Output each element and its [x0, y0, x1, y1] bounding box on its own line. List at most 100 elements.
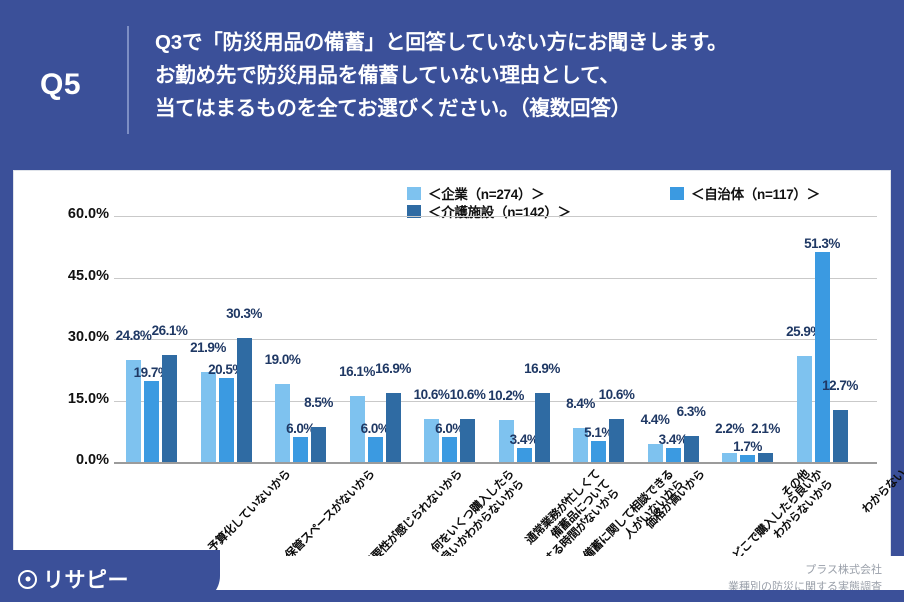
- bar[interactable]: [275, 384, 290, 462]
- bar-group: 19.0% 6.0% 8.5%: [265, 216, 333, 462]
- bar[interactable]: [424, 418, 439, 462]
- bar-value-label: 6.3%: [676, 404, 706, 420]
- bar[interactable]: [442, 437, 457, 462]
- bar[interactable]: [126, 360, 141, 462]
- gridline: [114, 216, 877, 217]
- bar-value-label: 16.9%: [524, 360, 560, 376]
- bar[interactable]: [722, 452, 737, 462]
- bar[interactable]: [796, 355, 812, 462]
- bar-value-label: 5.1%: [584, 425, 613, 441]
- bar-value-label: 21.9%: [190, 340, 226, 356]
- bar[interactable]: [311, 427, 326, 462]
- bar[interactable]: [498, 420, 514, 462]
- bar-value-label: 19.7%: [133, 365, 170, 381]
- x-axis-label: 保管スペースがないから: [283, 468, 378, 563]
- question-line: Q3で「防災用品の備蓄」と回答していない方にお聞きします。: [155, 31, 728, 54]
- bar[interactable]: [385, 392, 401, 462]
- bar-value-label: 2.1%: [751, 421, 780, 437]
- gridline: [114, 277, 877, 279]
- legend-swatch-icon: [407, 204, 421, 218]
- chart-legend: ＜企業（n=274）＞ ＜自治体（n=117）＞ ＜介護施設（n=142）＞: [14, 171, 892, 220]
- bar[interactable]: [573, 427, 588, 462]
- legend-item[interactable]: ＜自治体（n=117）＞: [670, 183, 820, 203]
- bar[interactable]: [609, 418, 624, 462]
- bar[interactable]: [460, 418, 475, 462]
- bar-value-label: 10.6%: [598, 386, 635, 402]
- bar-group: 24.8% 19.7% 26.1%: [116, 216, 188, 462]
- legend-swatch-icon: [670, 186, 684, 200]
- bar-value-label: 2.2%: [715, 420, 744, 436]
- bar-value-label: 12.7%: [822, 377, 858, 393]
- y-axis-tick-label: 60.0%: [67, 206, 109, 222]
- plot-area: 0.0% 15.0% 30.0% 45.0% 60.0% 24.8% 19.7% 26.1%…: [68, 206, 904, 602]
- gridline: [114, 339, 877, 340]
- bar-value-label: 16.1%: [339, 364, 375, 379]
- x-axis-label-line: わからない: [860, 468, 904, 516]
- legend-item[interactable]: ＜企業（n=274）＞: [407, 183, 545, 203]
- y-axis-tick-label: 45.0%: [67, 267, 109, 284]
- bar-group: 10.6% 6.0% 10.6%: [414, 216, 486, 462]
- bar-value-label: 10.6%: [413, 386, 450, 402]
- x-axis-label-line: 予算化していないから: [205, 468, 293, 555]
- x-axis-label-line: 保管スペースがないから: [283, 468, 378, 562]
- bar-value-label: 20.5%: [208, 361, 244, 377]
- bar[interactable]: [367, 437, 383, 462]
- y-axis-tick-label: 0.0%: [75, 452, 109, 468]
- bar[interactable]: [534, 392, 550, 462]
- bar[interactable]: [162, 355, 177, 462]
- legend-label: ＜企業（n=274）＞: [428, 187, 545, 202]
- question-line: お勤め先で防災用品を備蓄していない理由として、: [155, 64, 620, 87]
- bottom-band: [0, 590, 904, 602]
- chart-panel: ＜企業（n=274）＞ ＜自治体（n=117）＞ ＜介護施設（n=142）＞ 0.0…: [13, 170, 904, 582]
- bar[interactable]: [591, 441, 606, 462]
- bar-value-label: 4.4%: [640, 411, 670, 427]
- bar-group: 10.2% 3.4% 16.9%: [488, 216, 560, 462]
- bar[interactable]: [665, 448, 681, 462]
- bar-value-label: 8.5%: [304, 395, 333, 411]
- bar[interactable]: [144, 381, 159, 462]
- bar[interactable]: [293, 437, 308, 462]
- bar-value-label: 3.4%: [658, 432, 688, 448]
- question-line: 当てはまるものを全てお選びください。（複数回答）: [155, 97, 631, 120]
- bar[interactable]: [814, 251, 830, 462]
- x-axis-label: 予算化していないから: [206, 468, 294, 556]
- bar[interactable]: [758, 453, 773, 462]
- bar-value-label: 25.9%: [786, 323, 822, 339]
- bar-value-label: 6.0%: [435, 421, 464, 437]
- x-axis-line: [114, 462, 877, 464]
- header-divider: [127, 26, 129, 134]
- bar-value-label: 30.3%: [226, 305, 262, 321]
- bar[interactable]: [349, 396, 365, 462]
- bar-value-label: 8.4%: [566, 395, 595, 411]
- y-axis-tick-label: 15.0%: [67, 390, 109, 407]
- bar[interactable]: [647, 443, 663, 462]
- footer-company: プラス株式会社: [805, 564, 882, 576]
- bar-value-label: 10.2%: [488, 388, 524, 404]
- bar[interactable]: [740, 455, 755, 462]
- bar-group: 8.4% 5.1% 10.6%: [566, 216, 635, 462]
- y-axis-tick-label: 30.0%: [67, 329, 109, 345]
- legend-swatch-icon: [407, 186, 421, 200]
- bar-value-label: 51.3%: [804, 235, 840, 251]
- bar-value-label: 19.0%: [264, 352, 301, 368]
- bar-value-label: 16.9%: [375, 360, 411, 376]
- bar-group: 4.4% 3.4% 6.3%: [641, 216, 706, 462]
- slide-header: Q5 Q3で「防災用品の備蓄」と回答していない方にお聞きします。 お勤め先で防災用…: [0, 0, 904, 160]
- legend-label: ＜自治体（n=117）＞: [691, 187, 820, 202]
- bar-value-label: 24.8%: [115, 328, 152, 344]
- bar-group: 16.1% 6.0% 16.9%: [339, 216, 411, 462]
- bar-value-label: 6.0%: [286, 421, 315, 437]
- bar-value-label: 3.4%: [509, 432, 539, 448]
- bar[interactable]: [218, 377, 234, 462]
- x-axis-label: わからない: [860, 468, 904, 517]
- bar[interactable]: [832, 409, 848, 462]
- bar-group: 2.2% 1.7% 2.1%: [715, 216, 780, 462]
- bar[interactable]: [200, 372, 216, 462]
- bar-value-label: 1.7%: [733, 439, 762, 455]
- bar[interactable]: [516, 448, 532, 462]
- bar-groups: 24.8% 19.7% 26.1% 21.9% 20.5% 30.3% 19.0% 6.0% 8…: [114, 216, 877, 462]
- bar-value-label: 6.0%: [360, 421, 390, 437]
- bar[interactable]: [683, 436, 699, 462]
- bar[interactable]: [236, 337, 252, 462]
